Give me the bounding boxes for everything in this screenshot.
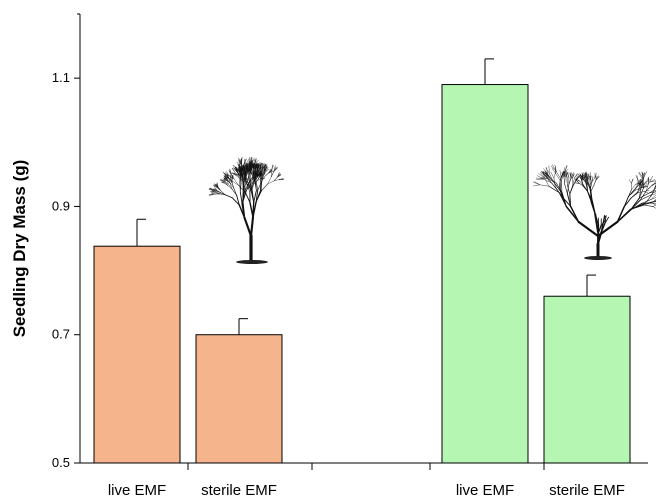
tree-spreading-icon <box>532 164 656 260</box>
y-tick-label: 0.9 <box>52 198 70 213</box>
tree-upright-icon <box>208 156 284 264</box>
bar <box>195 334 283 464</box>
bar <box>93 245 181 464</box>
tree-illustrations <box>208 156 656 264</box>
y-tick-label: 0.7 <box>52 327 70 342</box>
tree-ground-shadow <box>236 260 268 264</box>
x-category-label: sterile EMF <box>201 482 277 499</box>
x-category-label: sterile EMF <box>549 482 625 499</box>
bars <box>93 58 631 464</box>
bar <box>441 84 529 464</box>
bar <box>543 295 631 464</box>
y-tick-label: 1.1 <box>52 70 70 85</box>
y-tick-label: 0.5 <box>52 455 70 470</box>
x-category-label: live EMF <box>108 482 166 499</box>
labels: 0.5 0.7 0.9 1.1 live EMF sterile EMF live EMF s… <box>10 70 625 499</box>
y-axis-title: Seedling Dry Mass (g) <box>10 160 29 338</box>
tree-ground-shadow <box>584 256 612 260</box>
x-category-label: live EMF <box>456 482 514 499</box>
